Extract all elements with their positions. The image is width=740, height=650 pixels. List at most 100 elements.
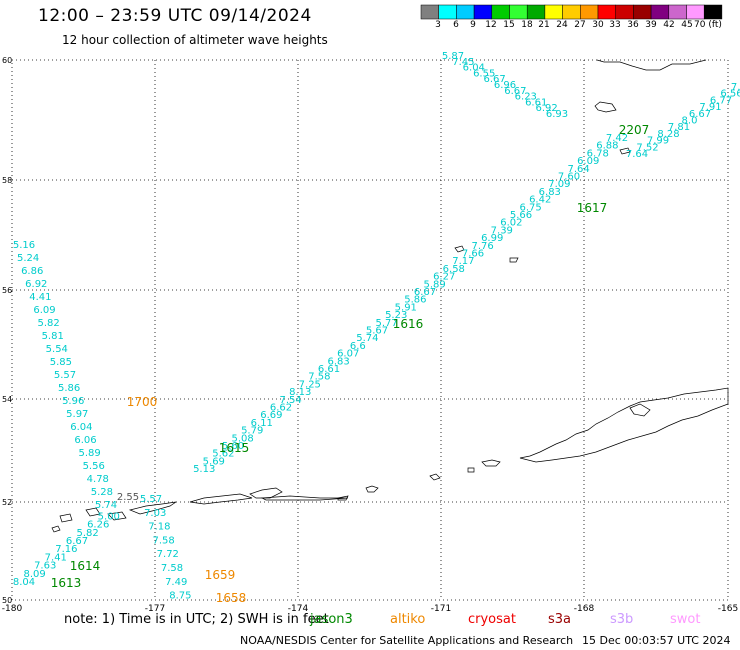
wave-height-label: 7.63	[34, 561, 56, 572]
colorbar-swatch	[456, 4, 475, 20]
colorbar-label: 12	[485, 20, 497, 30]
wave-height-label: 6.88	[596, 141, 618, 152]
colorbar-label: 21	[538, 20, 550, 30]
wave-height-label: 5.24	[17, 253, 39, 264]
wave-height-label: 5.69	[203, 456, 225, 467]
wave-height-label: 7.39	[491, 225, 513, 236]
coastline	[629, 403, 651, 417]
colorbar-swatch	[473, 4, 493, 20]
pass-time-label: 1617	[577, 201, 608, 215]
wave-height-label: 7.52	[636, 142, 658, 153]
longitude-label: -177	[145, 604, 165, 614]
wave-height-label: 5.16	[13, 240, 35, 251]
wave-height-label: 5.60	[222, 441, 244, 452]
wave-height-label: 7.72	[157, 549, 179, 560]
colorbar-label: 42	[663, 20, 675, 30]
wave-height-label: 6.86	[21, 266, 43, 277]
coastlines	[51, 59, 729, 533]
colorbar-swatch	[526, 4, 546, 20]
wave-height-label: 7.42	[606, 133, 628, 144]
wave-height-label: 6.67	[414, 287, 436, 298]
wave-height-label: 6.67	[66, 536, 88, 547]
coastline	[429, 473, 441, 481]
coastline	[594, 101, 617, 113]
colorbar-label: 6	[453, 20, 459, 30]
coastline	[107, 511, 127, 521]
wave-height-label: 7.91	[699, 102, 721, 113]
pass-time-label: 1700	[127, 395, 158, 409]
wave-height-label: 6.67	[483, 74, 505, 85]
wave-height-label: 6.04	[70, 422, 92, 433]
wave-height-label: 5.13	[193, 464, 215, 475]
coastline	[260, 495, 349, 501]
colorbar-swatch	[438, 4, 457, 20]
coastline	[51, 525, 61, 533]
wave-height-label: 5.97	[66, 409, 88, 420]
wave-height-label: 6.04	[463, 63, 485, 74]
latitude-label: 54	[2, 395, 12, 404]
mission-cryosat: cryosat	[468, 612, 516, 627]
colorbar-label: 36	[627, 20, 639, 30]
wave-height-label: 5.82	[37, 318, 59, 329]
wave-height-label: 6.58	[443, 264, 465, 275]
colorbar-swatch	[615, 4, 634, 20]
wave-height-label: 6.07	[337, 349, 359, 360]
wave-height-label: 5.82	[76, 528, 98, 539]
wave-height-label: 7.60	[558, 172, 580, 183]
wave-height-label: 5.86	[404, 295, 426, 306]
longitude-label: -171	[431, 604, 451, 614]
longitude-label: -174	[288, 604, 309, 614]
wave-height-label: 6.92	[535, 103, 557, 114]
wave-height-label: 6.6	[350, 341, 366, 352]
wave-height-label: 5.74	[95, 500, 117, 511]
coastline	[519, 387, 729, 463]
wave-height-label: 5.79	[241, 426, 263, 437]
wave-height-label: 8.09	[23, 569, 45, 580]
colorbar-swatch	[703, 4, 723, 20]
pass-time-label: 2207	[619, 123, 650, 137]
wave-height-label: 8.04	[13, 577, 35, 588]
wave-height-label: 8.28	[657, 129, 679, 140]
colorbar-swatch	[668, 4, 687, 20]
pass-time-label: 1613	[51, 576, 82, 590]
wave-height-label: 7.58	[308, 372, 330, 383]
colorbar-label: 33	[609, 20, 621, 30]
coastline	[249, 487, 283, 499]
wave-height-label: 5.74	[356, 333, 378, 344]
wave-height-label: 5.89	[78, 448, 100, 459]
colorbar-swatch	[509, 4, 528, 20]
colorbar-swatch	[544, 4, 563, 20]
wave-height-label: 8.75	[169, 591, 191, 602]
colorbar-swatch	[420, 4, 439, 20]
wave-height-label: 7.64	[626, 149, 648, 160]
wave-height-label: 6.75	[519, 202, 541, 213]
latitude-label: 56	[2, 286, 12, 295]
wave-height-label: 7.64	[567, 164, 589, 175]
wave-height-label: 5.96	[62, 396, 84, 407]
wave-height-label: 7.81	[668, 122, 690, 133]
colorbar-swatch	[597, 4, 616, 20]
colorbar-label: 24	[556, 20, 568, 30]
latitude-label: 50	[2, 596, 12, 605]
wave-height-label: 5.85	[50, 357, 72, 368]
wave-height-label: 6.09	[33, 305, 55, 316]
wave-height-label: 6.61	[525, 97, 547, 108]
wave-height-label: 6.23	[515, 92, 537, 103]
wave-height-label: 7.16	[55, 544, 77, 555]
colorbar-label: 30	[592, 20, 604, 30]
longitude-label: -165	[718, 604, 738, 614]
wave-height-label: 2.55	[117, 492, 139, 503]
wave-height-label: 7.76	[471, 241, 493, 252]
wave-height-label: 7.45	[452, 57, 474, 68]
colorbar-label: 27	[574, 20, 586, 30]
colorbar-label: 45	[681, 20, 693, 30]
wave-height-label: 5.91	[395, 302, 417, 313]
coastline	[128, 501, 177, 515]
wave-height-tracks: 5.877.456.046.556.676.966.676.236.616.92…	[13, 51, 740, 602]
mission-swot: swot	[670, 612, 701, 627]
latitude-label: 58	[2, 176, 12, 185]
wave-height-label: 7.49	[165, 577, 187, 588]
wave-height-label: 5.89	[423, 279, 445, 290]
wave-height-label: 7.66	[462, 249, 484, 260]
